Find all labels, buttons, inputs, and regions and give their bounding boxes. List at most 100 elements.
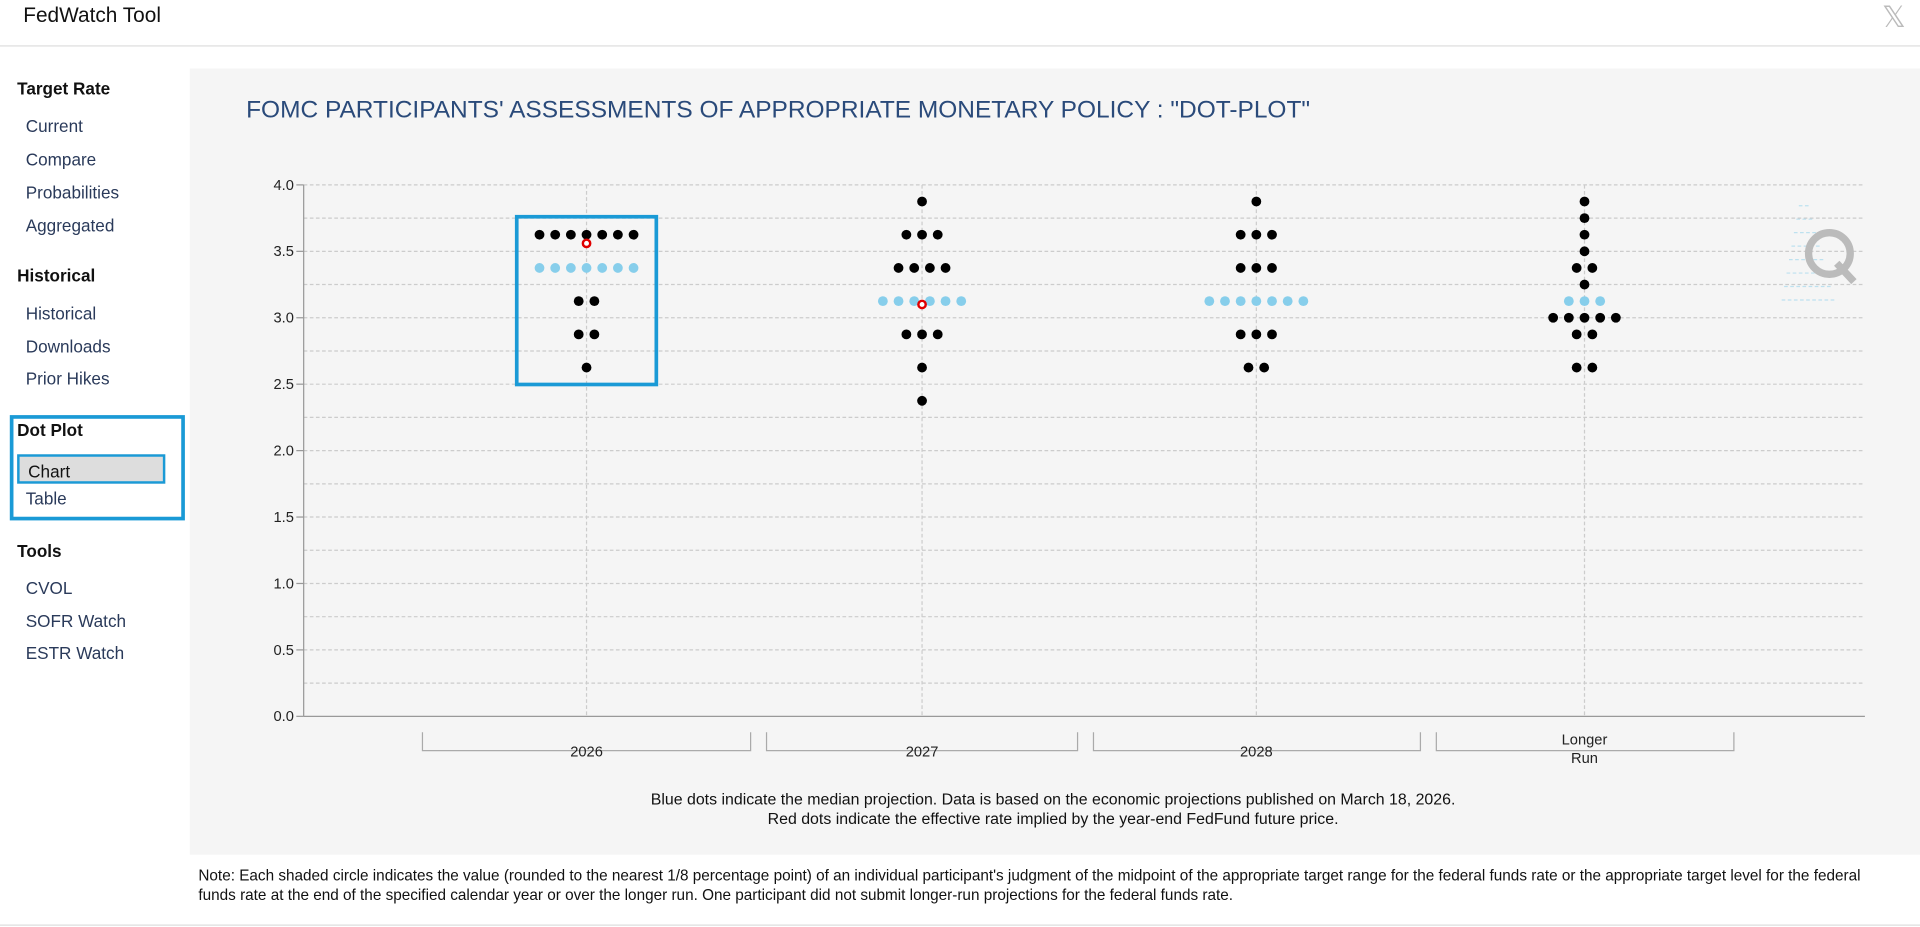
nav-item[interactable]: Downloads xyxy=(25,336,111,357)
participant-dot xyxy=(581,362,592,373)
x-tick-label: Longer Run xyxy=(1562,732,1608,766)
logo xyxy=(1834,260,1857,285)
y-tick-label: 3.0 xyxy=(273,311,293,327)
median-dot xyxy=(612,263,623,273)
section-heading: Target Rate xyxy=(17,78,111,98)
participant-dot xyxy=(1548,312,1559,323)
median-dot xyxy=(940,296,951,307)
participant-dot xyxy=(1267,229,1277,240)
participant-dot xyxy=(1251,229,1262,240)
participant-dot xyxy=(1587,362,1598,373)
median-dot xyxy=(534,263,545,273)
participant-dot xyxy=(1267,263,1277,273)
participant-dot xyxy=(940,263,951,273)
participant-dot xyxy=(1587,329,1598,340)
nav-item[interactable]: Historical xyxy=(25,303,97,324)
participant-dot xyxy=(1243,362,1254,373)
nav-item[interactable]: Table xyxy=(25,488,67,509)
participant-dot xyxy=(1579,246,1590,257)
y-tick-label: 2.5 xyxy=(273,377,293,393)
nav-item[interactable]: Current xyxy=(25,116,83,136)
median-dot xyxy=(597,263,608,273)
participant-dot xyxy=(589,329,600,340)
participant-dot xyxy=(589,296,600,307)
category-bracket xyxy=(765,732,1079,752)
median-dot xyxy=(550,263,561,273)
chart-panel xyxy=(189,68,1920,855)
participant-dot xyxy=(901,329,912,340)
nav-item[interactable]: ESTR Watch xyxy=(25,642,125,663)
section-heading: Historical xyxy=(17,265,96,286)
median-dot xyxy=(924,296,935,307)
participant-dot xyxy=(628,229,639,240)
participant-dot xyxy=(917,229,927,240)
participant-dot xyxy=(924,263,935,273)
median-dot xyxy=(1298,296,1309,307)
median-dot xyxy=(1267,296,1277,307)
section-heading: Tools xyxy=(17,541,62,561)
participant-dot xyxy=(573,329,584,340)
y-tick-label: 0.0 xyxy=(273,709,293,725)
nav-item[interactable]: Compare xyxy=(25,149,97,169)
participant-dot xyxy=(917,329,927,340)
chart-footnote: Blue dots indicate the median projection… xyxy=(651,791,1456,808)
nav-item[interactable]: SOFR Watch xyxy=(25,611,127,631)
participant-dot xyxy=(1579,229,1590,240)
median-dot xyxy=(1204,296,1215,307)
participant-dot xyxy=(1235,329,1246,340)
nav-item[interactable]: Prior Hikes xyxy=(25,368,110,389)
participant-dot xyxy=(1235,229,1246,240)
divider xyxy=(0,45,1920,47)
close-button[interactable]: 𝕏 xyxy=(1882,1,1906,35)
participant-dot xyxy=(917,196,927,207)
participant-dot xyxy=(1563,312,1574,323)
nav-item[interactable]: CVOL xyxy=(25,577,73,598)
median-dot xyxy=(1220,296,1230,307)
median-dot xyxy=(581,263,592,273)
participant-dot xyxy=(565,229,576,240)
logo xyxy=(1804,228,1854,278)
median-dot xyxy=(1235,296,1246,307)
x-tick-label: 2027 xyxy=(906,745,939,761)
participant-dot xyxy=(1259,362,1270,373)
participant-dot xyxy=(612,229,623,240)
header-title: FedWatch Tool xyxy=(23,3,161,27)
participant-dot xyxy=(917,362,927,373)
participant-dot xyxy=(1571,362,1582,373)
participant-dot xyxy=(597,229,608,240)
participant-dot xyxy=(534,229,545,240)
median-dot xyxy=(565,263,576,273)
median-dot xyxy=(909,296,920,307)
x-tick-label: 2028 xyxy=(1240,745,1273,761)
participant-dot xyxy=(1579,213,1590,224)
participant-dot xyxy=(893,263,904,273)
median-dot xyxy=(893,296,904,307)
nav-item[interactable]: Aggregated xyxy=(25,215,115,236)
participant-dot xyxy=(901,229,912,240)
median-dot xyxy=(1251,296,1262,307)
chart-title: FOMC PARTICIPANTS' ASSESSMENTS OF APPROP… xyxy=(246,97,1310,124)
participant-dot xyxy=(1251,329,1262,340)
nav-item[interactable]: Chart xyxy=(17,454,166,484)
participant-dot xyxy=(1579,279,1590,290)
y-tick-label: 2.0 xyxy=(273,444,293,460)
category-bracket xyxy=(421,732,752,752)
median-dot xyxy=(628,263,639,273)
participant-dot xyxy=(1235,263,1246,273)
note: Note: Each shaded circle indicates the v… xyxy=(198,866,1861,904)
y-tick-label: 3.5 xyxy=(273,244,293,260)
median-dot xyxy=(1579,296,1590,307)
y-tick-label: 4.0 xyxy=(273,178,293,194)
participant-dot xyxy=(1579,312,1590,323)
participant-dot xyxy=(1579,196,1590,207)
participant-dot xyxy=(917,395,927,406)
nav-item[interactable]: Probabilities xyxy=(25,182,120,203)
participant-dot xyxy=(1595,312,1606,323)
median-dot xyxy=(1595,296,1606,307)
y-tick-label: 1.0 xyxy=(273,576,293,592)
participant-dot xyxy=(1587,263,1598,273)
median-dot xyxy=(1563,296,1574,307)
participant-dot xyxy=(573,296,584,307)
category-bracket xyxy=(1092,732,1422,752)
